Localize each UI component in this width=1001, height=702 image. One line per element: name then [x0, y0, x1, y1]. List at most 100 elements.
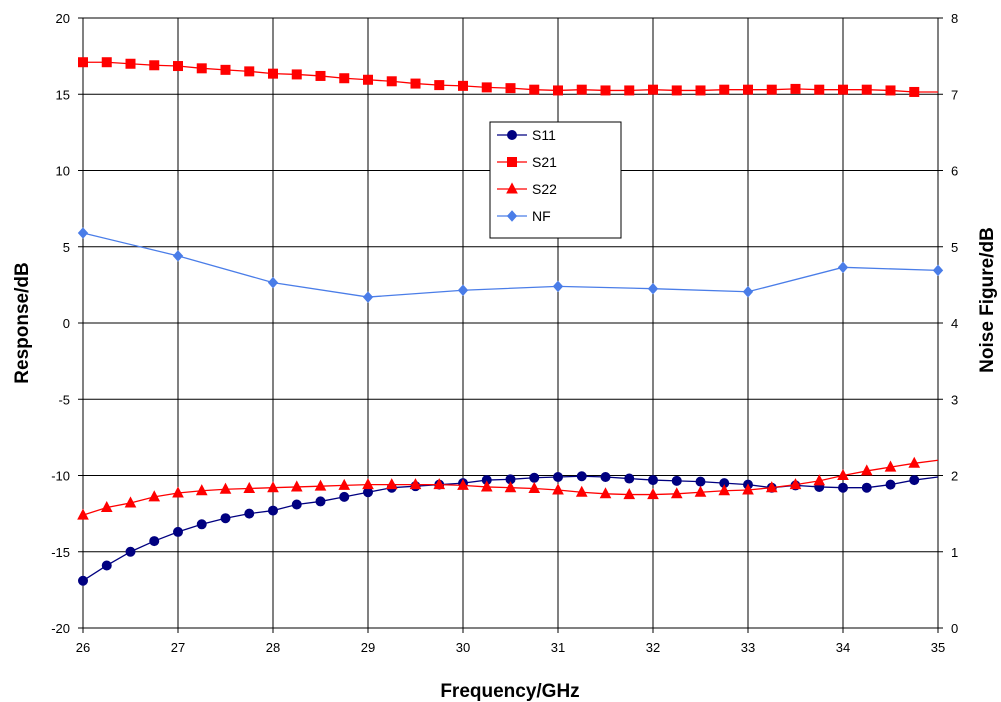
data-point-s21 — [671, 85, 682, 96]
data-point-s22 — [100, 500, 113, 513]
data-point-s11 — [529, 472, 540, 483]
data-point-s21 — [861, 84, 872, 95]
y2-axis-title: Noise Figure/dB — [977, 227, 998, 373]
legend-marker-s21 — [507, 157, 517, 167]
data-point-s11 — [244, 508, 255, 519]
data-point-s11 — [695, 476, 706, 487]
data-point-s22 — [504, 481, 517, 493]
data-point-s21 — [78, 57, 88, 68]
data-point-nf — [837, 261, 849, 274]
series-s21 — [78, 57, 938, 97]
data-point-s22 — [172, 486, 184, 498]
data-point-s21 — [790, 83, 801, 94]
data-point-s22 — [575, 485, 588, 497]
data-point-s21 — [600, 85, 611, 96]
data-point-s21 — [481, 82, 492, 93]
x-tick-label: 30 — [456, 640, 470, 655]
data-point-s21 — [149, 60, 160, 71]
data-point-s21 — [814, 84, 825, 95]
data-point-s22 — [718, 484, 731, 496]
y2-tick-label: 6 — [951, 164, 958, 179]
legend-label-s22: S22 — [532, 181, 557, 197]
data-point-s22 — [813, 474, 826, 486]
y-tick-label: 0 — [63, 316, 70, 331]
data-point-s21 — [410, 78, 421, 89]
y2-tick-label: 4 — [951, 316, 958, 331]
data-point-s22 — [77, 508, 89, 520]
legend-label-s11: S11 — [532, 127, 556, 143]
legend-label-s21: S21 — [532, 154, 557, 170]
data-point-s22 — [670, 487, 683, 499]
data-point-s21 — [386, 76, 397, 87]
y-tick-label: 15 — [56, 87, 70, 102]
data-point-s22 — [860, 464, 873, 476]
data-point-s11 — [125, 546, 136, 557]
y2-tick-label: 8 — [951, 11, 958, 26]
data-point-s22 — [314, 479, 327, 491]
x-tick-label: 34 — [836, 640, 850, 655]
data-point-s22 — [338, 478, 351, 490]
data-point-s22 — [742, 483, 754, 495]
data-point-nf — [932, 264, 944, 277]
data-point-s21 — [220, 64, 231, 75]
data-point-s21 — [648, 84, 658, 95]
data-point-s21 — [363, 74, 373, 85]
data-point-nf — [172, 250, 184, 262]
data-point-s21 — [766, 84, 777, 95]
y2-tick-label: 2 — [951, 469, 958, 484]
data-point-nf — [742, 285, 754, 298]
data-point-s22 — [694, 485, 707, 497]
data-point-s21 — [458, 80, 468, 91]
data-point-s22 — [433, 478, 446, 490]
data-point-s21 — [505, 83, 516, 94]
data-point-nf — [647, 282, 659, 295]
data-point-s22 — [124, 496, 137, 508]
y-tick-label: 10 — [56, 164, 70, 179]
data-point-s11 — [624, 473, 635, 484]
data-point-s22 — [623, 487, 636, 500]
data-point-s22 — [908, 456, 921, 468]
data-point-s11 — [909, 475, 920, 486]
y-axis-title: Response/dB — [12, 262, 33, 383]
data-point-s11 — [553, 472, 563, 483]
data-point-s21 — [576, 84, 587, 95]
data-point-nf — [362, 291, 374, 303]
data-point-s21 — [553, 85, 563, 96]
data-point-s11 — [339, 491, 350, 502]
y-tick-label: -15 — [51, 545, 70, 560]
data-point-s21 — [196, 63, 207, 74]
data-point-s22 — [457, 478, 469, 490]
series-layer — [77, 57, 944, 586]
series-s22 — [77, 456, 939, 520]
data-point-s11 — [648, 475, 658, 486]
y2-tick-label: 5 — [951, 240, 958, 255]
data-point-s22 — [362, 478, 374, 490]
data-point-s21 — [125, 58, 136, 69]
x-tick-label: 35 — [931, 640, 945, 655]
data-point-s21 — [885, 85, 896, 96]
y-tick-label: -10 — [51, 469, 70, 484]
data-point-s11 — [196, 519, 207, 530]
data-point-nf — [552, 280, 564, 293]
data-point-s22 — [528, 481, 541, 493]
data-point-s21 — [529, 84, 540, 95]
data-point-s21 — [244, 66, 255, 77]
data-point-s22 — [480, 480, 493, 492]
x-tick-label: 33 — [741, 640, 755, 655]
legend-marker-s11 — [507, 130, 517, 140]
y2-tick-label: 7 — [951, 87, 958, 102]
data-point-s21 — [838, 84, 848, 95]
legend: S11 S21 S22 NF — [489, 121, 622, 239]
x-tick-label: 29 — [361, 640, 375, 655]
data-point-s11 — [291, 499, 302, 510]
data-point-s21 — [909, 86, 920, 97]
x-tick-label: 32 — [646, 640, 660, 655]
x-tick-label: 31 — [551, 640, 565, 655]
data-point-s11 — [149, 536, 160, 547]
data-point-s22 — [599, 487, 612, 499]
data-point-nf — [457, 284, 469, 296]
data-point-s11 — [173, 526, 183, 537]
data-point-s22 — [837, 468, 849, 480]
series-line-nf — [82, 232, 939, 298]
data-point-s11 — [220, 513, 231, 524]
